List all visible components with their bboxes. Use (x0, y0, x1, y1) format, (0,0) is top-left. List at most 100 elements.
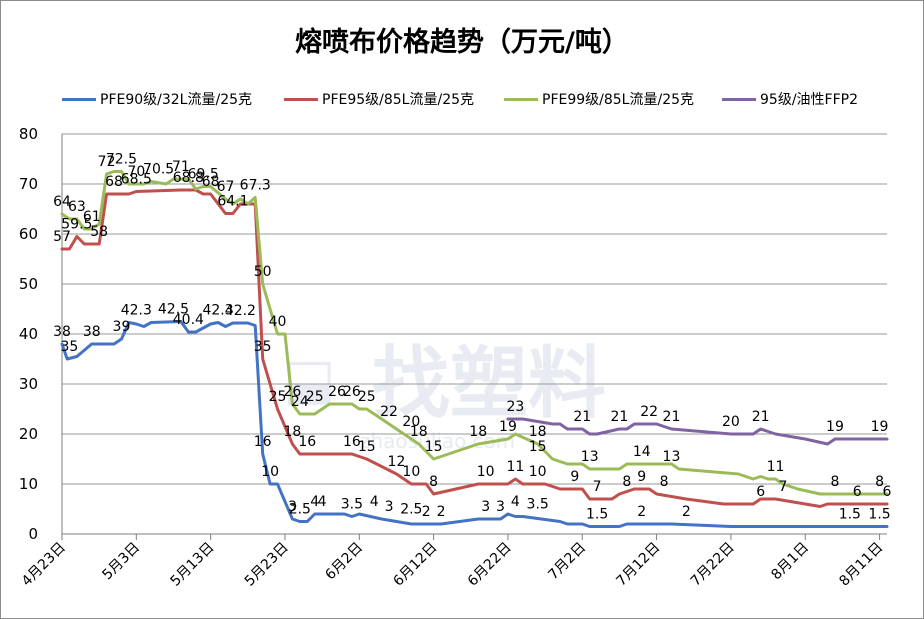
data-label-s0-26: 2 (637, 504, 646, 520)
x-tick-label-10: 8月1日 (768, 540, 812, 584)
data-label-s1-19: 10 (529, 464, 547, 480)
data-label-s0-15: 3.5 (341, 497, 363, 513)
x-tick-label-2: 5月13日 (167, 540, 217, 590)
data-label-s2-15: 25 (306, 389, 324, 405)
data-label-s2-13: 26 (283, 384, 301, 400)
data-label-s2-12: 40 (269, 314, 287, 330)
data-label-s0-25: 1.5 (586, 507, 608, 523)
y-tick-label-10: 10 (19, 475, 38, 493)
x-tick-label-6: 6月22日 (465, 540, 515, 590)
data-label-s0-17: 3 (385, 499, 394, 515)
data-label-s3-2: 21 (611, 409, 629, 425)
data-label-s1-12: 16 (343, 434, 361, 450)
data-label-s3-4: 21 (663, 409, 681, 425)
data-label-s1-22: 8 (622, 474, 631, 490)
data-label-s0-6: 40.4 (173, 312, 204, 328)
data-label-s2-22: 15 (425, 439, 443, 455)
data-label-s1-10: 18 (283, 424, 301, 440)
data-label-s0-7: 42.3 (202, 303, 233, 319)
data-label-s0-9: 16 (254, 434, 272, 450)
data-label-s2-21: 18 (410, 424, 428, 440)
data-label-s3-0: 23 (506, 399, 524, 415)
data-label-s3-6: 21 (752, 409, 770, 425)
x-tick-label-1: 5月3日 (99, 540, 143, 584)
data-label-s0-22: 3 (496, 499, 505, 515)
legend-item-pfe95: PFE95级/85L流量/25克 (284, 88, 474, 110)
data-label-s2-3: 72 (98, 154, 116, 170)
data-label-s3-8: 19 (871, 419, 889, 435)
data-label-s1-20: 9 (570, 469, 579, 485)
legend-item-pfe99: PFE99级/85L流量/25克 (504, 88, 694, 110)
data-label-s1-2: 58 (90, 224, 108, 240)
data-label-s1-0: 57 (53, 229, 71, 245)
legend-item-pfe90: PFE90级/32L流量/25克 (62, 88, 252, 110)
x-tick-label-0: 4月23日 (19, 540, 69, 590)
data-label-s1-27: 6 (853, 484, 862, 500)
data-label-s0-29: 1.5 (868, 507, 890, 523)
data-label-s0-24: 3.5 (527, 497, 549, 513)
x-tick-label-8: 7月12日 (613, 540, 663, 590)
data-label-s1-21: 7 (593, 479, 602, 495)
data-label-s2-31: 8 (831, 474, 840, 490)
data-label-s2-9: 67 (217, 179, 235, 195)
legend-swatch-pfe99 (504, 97, 538, 101)
data-label-s3-3: 22 (640, 404, 658, 420)
data-label-s1-14: 12 (388, 454, 406, 470)
data-label-s1-3: 68 (105, 174, 123, 190)
data-label-s0-5: 42.5 (158, 302, 189, 318)
data-label-s1-25: 6 (756, 484, 765, 500)
data-label-s3-7: 19 (826, 419, 844, 435)
data-label-s0-28: 1.5 (839, 507, 861, 523)
data-label-s0-3: 39 (113, 319, 131, 335)
data-label-s0-27: 2 (682, 504, 691, 520)
series-lines (60, 170, 889, 528)
data-label-s1-26: 7 (778, 479, 787, 495)
y-tick-label-40: 40 (19, 325, 38, 343)
data-label-s2-6: 70.5 (143, 162, 174, 178)
series-line-0 (60, 320, 889, 528)
data-label-s0-1: 35 (61, 339, 79, 355)
data-label-s0-14: 4 (318, 494, 327, 510)
legend-swatch-pfe90 (62, 97, 96, 101)
x-tick-label-7: 7月2日 (545, 540, 589, 584)
legend-label-pfe95: PFE95级/85L流量/25克 (322, 92, 475, 108)
data-label-s0-19: 2 (422, 504, 431, 520)
data-label-s2-4: 72.5 (106, 152, 137, 168)
data-label-s2-23: 18 (469, 424, 487, 440)
legend-item-ffp2: 95级/油性FFP2 (722, 88, 858, 110)
data-label-s2-28: 14 (633, 444, 651, 460)
y-tick-label-30: 30 (19, 375, 38, 393)
data-label-s2-0: 64 (53, 194, 71, 210)
data-label-s2-7: 71 (172, 159, 190, 175)
data-label-s1-13: 15 (358, 439, 376, 455)
data-label-s0-18: 2.5 (400, 502, 422, 518)
data-label-s0-12: 2.5 (289, 502, 311, 518)
data-label-s2-16: 26 (328, 384, 346, 400)
y-tick-label-50: 50 (19, 275, 38, 293)
data-label-s0-0: 38 (53, 324, 71, 340)
y-tick-label-80: 80 (19, 125, 38, 143)
legend-swatch-pfe95 (284, 97, 318, 101)
data-label-s2-18: 25 (358, 389, 376, 405)
series-line-2 (60, 170, 889, 496)
data-label-s0-16: 4 (370, 494, 379, 510)
chart-legend: PFE90级/32L流量/25克 PFE95级/85L流量/25克 PFE99级… (0, 88, 924, 110)
data-label-s1-15: 10 (402, 464, 420, 480)
data-label-s1-16: 8 (429, 474, 438, 490)
data-label-s0-21: 3 (481, 499, 490, 515)
data-label-s2-8: 69.5 (188, 167, 219, 183)
data-label-s2-17: 26 (343, 384, 361, 400)
x-tick-label-4: 6月2日 (322, 540, 366, 584)
data-label-s2-26: 15 (529, 439, 547, 455)
data-label-s1-18: 11 (506, 459, 524, 475)
data-label-s1-6: 68 (202, 174, 220, 190)
data-label-s2-32: 8 (875, 474, 884, 490)
legend-label-ffp2: 95级/油性FFP2 (760, 92, 858, 108)
data-label-s0-8: 42.2 (225, 303, 256, 319)
data-label-s1-23: 9 (637, 469, 646, 485)
data-label-s2-10: 67.3 (240, 178, 271, 194)
data-label-s0-10: 10 (261, 464, 279, 480)
data-label-s2-19: 22 (380, 404, 398, 420)
legend-swatch-ffp2 (722, 97, 756, 101)
